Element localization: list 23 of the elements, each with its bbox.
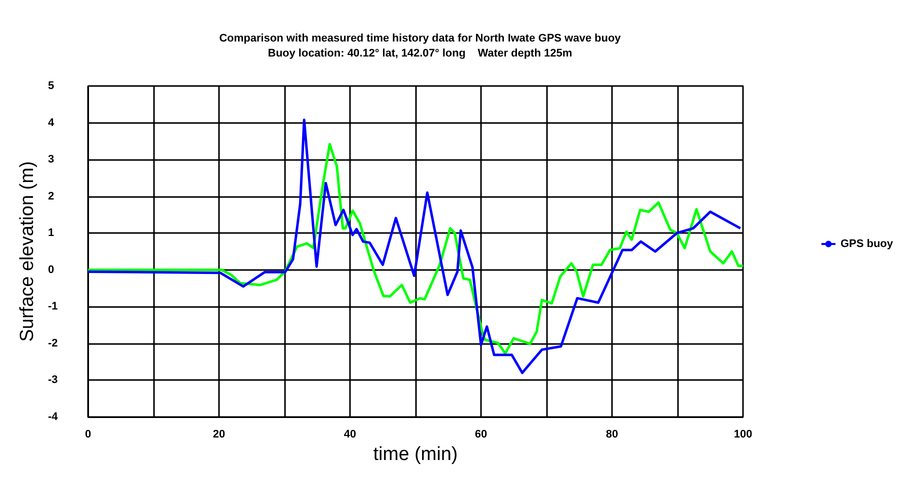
y-tick-label: 0	[48, 264, 54, 276]
legend-label: GPS buoy	[840, 238, 894, 250]
y-tick-label: -1	[48, 300, 58, 313]
x-tick-label: 0	[84, 428, 92, 440]
y-tick-label: -2	[48, 337, 58, 350]
y-tick-label: -3	[48, 374, 58, 386]
line-series	[86, 142, 744, 355]
x-tick-label: 100	[734, 428, 752, 440]
y-tick-label: 4	[48, 116, 55, 129]
x-tick-label: 60	[474, 428, 488, 440]
y-tick-label: 5	[48, 80, 54, 92]
x-tick-label: 20	[212, 428, 226, 440]
y-tick-label: 2	[48, 190, 54, 202]
x-axis-title: time (min)	[373, 444, 458, 465]
x-tick-label: 80	[606, 428, 618, 440]
y-axis-title: Surface elevation (m)	[17, 161, 38, 342]
chart-subtitle: Buoy location: 40.12° lat, 142.07° long Water depth 125m	[268, 48, 572, 60]
x-tick-label: 40	[344, 428, 356, 440]
chart-title: Comparison with measured time history data for North Iwate GPS wave buoy	[219, 32, 622, 44]
y-tick-label: 3	[48, 154, 54, 166]
line-series	[86, 118, 742, 374]
y-tick-label: 1	[48, 227, 54, 240]
y-tick-label: -4	[48, 411, 59, 423]
